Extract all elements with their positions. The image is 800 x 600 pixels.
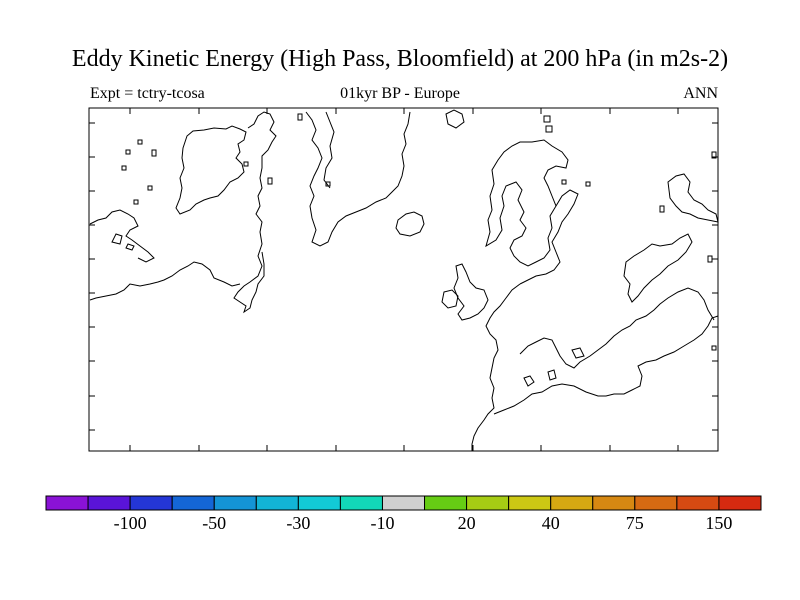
colorbar-swatch xyxy=(297,495,341,511)
coast-black-sea xyxy=(623,233,693,303)
colorbar-swatch xyxy=(676,495,720,511)
colorbar-swatch xyxy=(424,495,468,511)
coast-ireland xyxy=(441,289,459,309)
colorbar-swatch xyxy=(129,495,173,511)
coast-hudson-islands xyxy=(111,233,135,251)
colorbar-swatch xyxy=(255,495,299,511)
colorbar-tick-label: 150 xyxy=(705,513,733,533)
colorbar-swatch xyxy=(381,495,426,511)
colorbar-tick-label: -50 xyxy=(202,513,227,533)
colorbar-tick-label: 75 xyxy=(625,513,644,533)
colorbar-swatch xyxy=(45,495,89,511)
map-ticks xyxy=(89,108,718,451)
colorbar-swatch xyxy=(87,495,131,511)
colorbar-swatch xyxy=(466,495,510,511)
colorbar-swatch xyxy=(634,495,678,511)
colorbar-tick-label: -10 xyxy=(370,513,395,533)
colorbar-swatch xyxy=(339,495,383,511)
coast-hudson xyxy=(89,209,155,263)
coast-labrador xyxy=(233,111,277,314)
coast-newfoundland-area xyxy=(89,261,241,301)
colorbar-tick-label: -30 xyxy=(286,513,311,533)
colorbar-swatch xyxy=(592,495,636,511)
colorbar-swatch xyxy=(718,495,762,511)
coast-scandinavia xyxy=(485,139,569,267)
season-label: ANN xyxy=(683,85,718,102)
colorbar-tick-label: 20 xyxy=(457,513,476,533)
coast-finland xyxy=(519,189,579,285)
coast-med-north xyxy=(493,315,719,415)
colorbar-tick-label: -100 xyxy=(113,513,147,533)
coast-caspian xyxy=(667,173,719,223)
coast-svalbard xyxy=(445,109,465,129)
coast-greenland xyxy=(305,111,411,247)
coast-continent xyxy=(471,283,521,451)
colorbar-swatch xyxy=(171,495,215,511)
coast-baffin xyxy=(175,125,247,215)
period-region-label: 01kyr BP - Europe xyxy=(340,85,460,102)
coast-islets xyxy=(121,113,717,351)
colorbar-swatch xyxy=(213,495,257,511)
colorbar-swatch xyxy=(508,495,552,511)
coast-italy-balkans xyxy=(519,287,715,369)
experiment-label: Expt = tctry-tcosa xyxy=(90,85,205,102)
coastlines xyxy=(89,109,719,451)
colorbar-swatch xyxy=(550,495,594,511)
colorbar-tick-label: 40 xyxy=(541,513,560,533)
coast-iceland xyxy=(395,211,425,237)
figure-title: Eddy Kinetic Energy (High Pass, Bloomfie… xyxy=(71,46,729,72)
coast-med-islands xyxy=(523,347,585,387)
coast-greenland-west xyxy=(323,111,335,189)
